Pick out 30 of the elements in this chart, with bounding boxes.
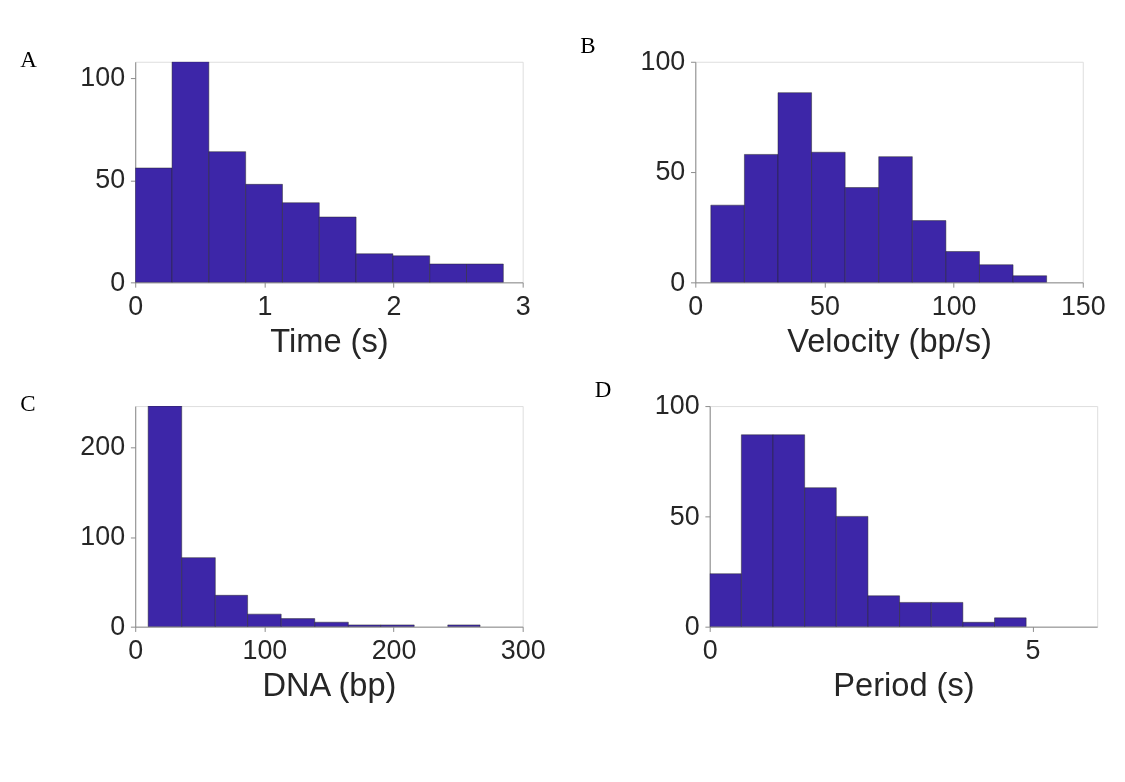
chart-title: C <box>20 389 36 416</box>
y-tick-label: 0 <box>110 610 126 641</box>
y-tick-label: 50 <box>655 156 686 187</box>
x-axis-title: Time (s) <box>270 321 389 359</box>
y-tick-label: 100 <box>640 45 686 76</box>
y-tick-label: 50 <box>669 500 700 531</box>
x-tick-label: 5 <box>1025 634 1041 665</box>
x-tick-label: 2 <box>386 290 402 321</box>
y-tick-label: 0 <box>670 266 686 297</box>
y-tick-label: 100 <box>654 390 700 421</box>
x-tick-label: 3 <box>515 290 531 321</box>
x-tick-label: 100 <box>931 290 977 321</box>
x-tick-label: 300 <box>500 634 546 665</box>
y-tick-label: 200 <box>80 431 126 462</box>
x-tick-label: 200 <box>371 634 417 665</box>
x-tick-label: 50 <box>810 290 840 321</box>
y-tick-label: 0 <box>110 266 126 297</box>
y-tick-label: 50 <box>95 164 126 195</box>
chart-title: B <box>580 32 596 59</box>
chart-title: A <box>20 45 38 72</box>
x-axis-title: Velocity (bp/s) <box>787 321 992 359</box>
x-axis-title: Period (s) <box>833 666 975 704</box>
x-tick-label: 1 <box>257 290 273 321</box>
x-tick-label: 150 <box>1060 290 1106 321</box>
y-tick-label: 0 <box>684 610 700 641</box>
chart-title: D <box>594 376 612 403</box>
x-tick-label: 100 <box>242 634 288 665</box>
x-axis-title: DNA (bp) <box>262 666 397 704</box>
y-tick-label: 100 <box>80 521 126 552</box>
y-tick-label: 100 <box>80 62 126 93</box>
